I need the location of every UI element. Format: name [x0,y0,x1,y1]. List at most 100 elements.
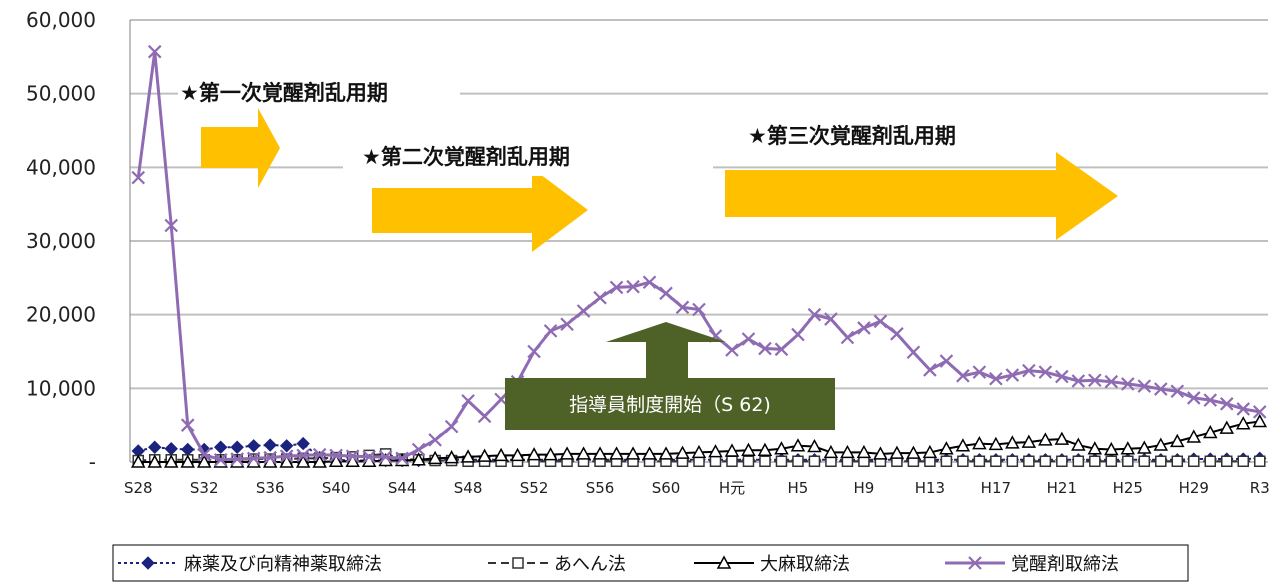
y-tick-label: 30,000 [26,229,96,253]
data-point [1204,455,1217,468]
x-tick-label: S60 [652,479,681,497]
y-axis: - 10,000 20,000 30,000 40,000 50,000 60,000 [26,8,131,474]
data-point [1154,382,1168,396]
data-point [1087,441,1103,455]
data-point [1188,455,1200,468]
data-point [840,330,855,345]
data-point [196,454,212,468]
data-point [1039,455,1052,468]
data-point [1203,393,1218,407]
instructor-system-label: 指導員制度開始（S 62) [569,394,771,416]
data-point [973,455,986,468]
period2-arrow [372,168,588,252]
data-point [1071,437,1086,451]
data-point [840,444,855,459]
data-point [181,442,195,457]
data-point [543,324,558,338]
data-point [625,446,641,460]
data-point [295,454,311,468]
data-point [724,443,740,457]
x-tick-label: S32 [190,479,219,497]
data-point [444,419,459,434]
data-point [180,454,195,468]
data-point [345,449,360,463]
data-point [659,286,673,301]
data-point [626,279,640,294]
data-point [559,446,575,460]
data-point [939,441,954,455]
data-point [1072,455,1085,468]
data-point [296,436,310,451]
legend-frame [112,544,1189,582]
y-tick-label: 40,000 [26,155,96,179]
data-point [790,438,806,452]
data-point [147,454,163,468]
data-point [510,447,525,462]
data-point [956,369,970,383]
data-point [742,455,755,468]
data-point [477,409,492,424]
data-point [873,446,888,460]
data-point [246,439,261,453]
x-axis: S28 S32 S36 S40 S44 S48 S52 S56 S60 H元 H5 H9 H13 H17 H… [124,479,1270,497]
y-tick-label: - [89,450,96,474]
data-point [808,455,821,468]
data-point [378,450,393,464]
data-point [1186,429,1202,443]
data-point [1021,434,1037,448]
data-point [1006,455,1019,468]
legend-marker [512,557,524,569]
x-tick-label: H5 [788,479,809,497]
data-point [1171,455,1184,468]
data-point [726,455,738,468]
period3-arrow [725,152,1118,240]
data-point [1104,441,1119,456]
x-tick-label: S52 [520,479,549,497]
data-point [345,453,360,468]
x-tick-label: H17 [981,479,1011,497]
data-point [1023,455,1035,468]
legend-marker [716,555,732,569]
data-point [427,450,443,465]
series-layer [130,44,1268,468]
data-point [164,442,178,456]
data-point [592,446,608,460]
data-point [889,445,905,459]
data-point [1203,424,1218,439]
y-tick-label: 20,000 [26,303,96,327]
data-point [131,170,146,185]
data-point [163,454,179,468]
data-point [461,394,475,408]
x-tick-label: H21 [1047,479,1077,497]
period3-label-bg [745,119,1030,149]
x-tick-label: S56 [586,479,615,497]
data-point [988,436,1004,451]
data-point [444,450,459,464]
data-point [922,444,938,459]
legend-marker [141,556,155,570]
data-point [675,445,690,459]
data-point [759,455,771,468]
data-point [1054,431,1070,445]
data-point [775,455,788,468]
data-point [873,314,888,329]
period2-label: ★第二次覚醒剤乱用期 [362,145,570,169]
legend-label: 覚醒剤取締法 [1011,554,1119,575]
data-point [164,218,179,233]
data-point [1089,455,1101,468]
x-tick-label: S28 [124,479,153,497]
data-point [940,455,953,468]
data-point [263,438,277,452]
data-point [708,444,723,458]
data-point [1219,397,1234,411]
data-point [1252,413,1268,428]
data-point [279,449,294,463]
data-point [147,44,162,59]
data-point [197,447,211,462]
data-point [1088,373,1102,388]
legend-marker [968,556,982,570]
data-point [609,446,624,460]
data-point [923,363,937,377]
data-point [1254,455,1266,468]
data-point [411,452,426,466]
